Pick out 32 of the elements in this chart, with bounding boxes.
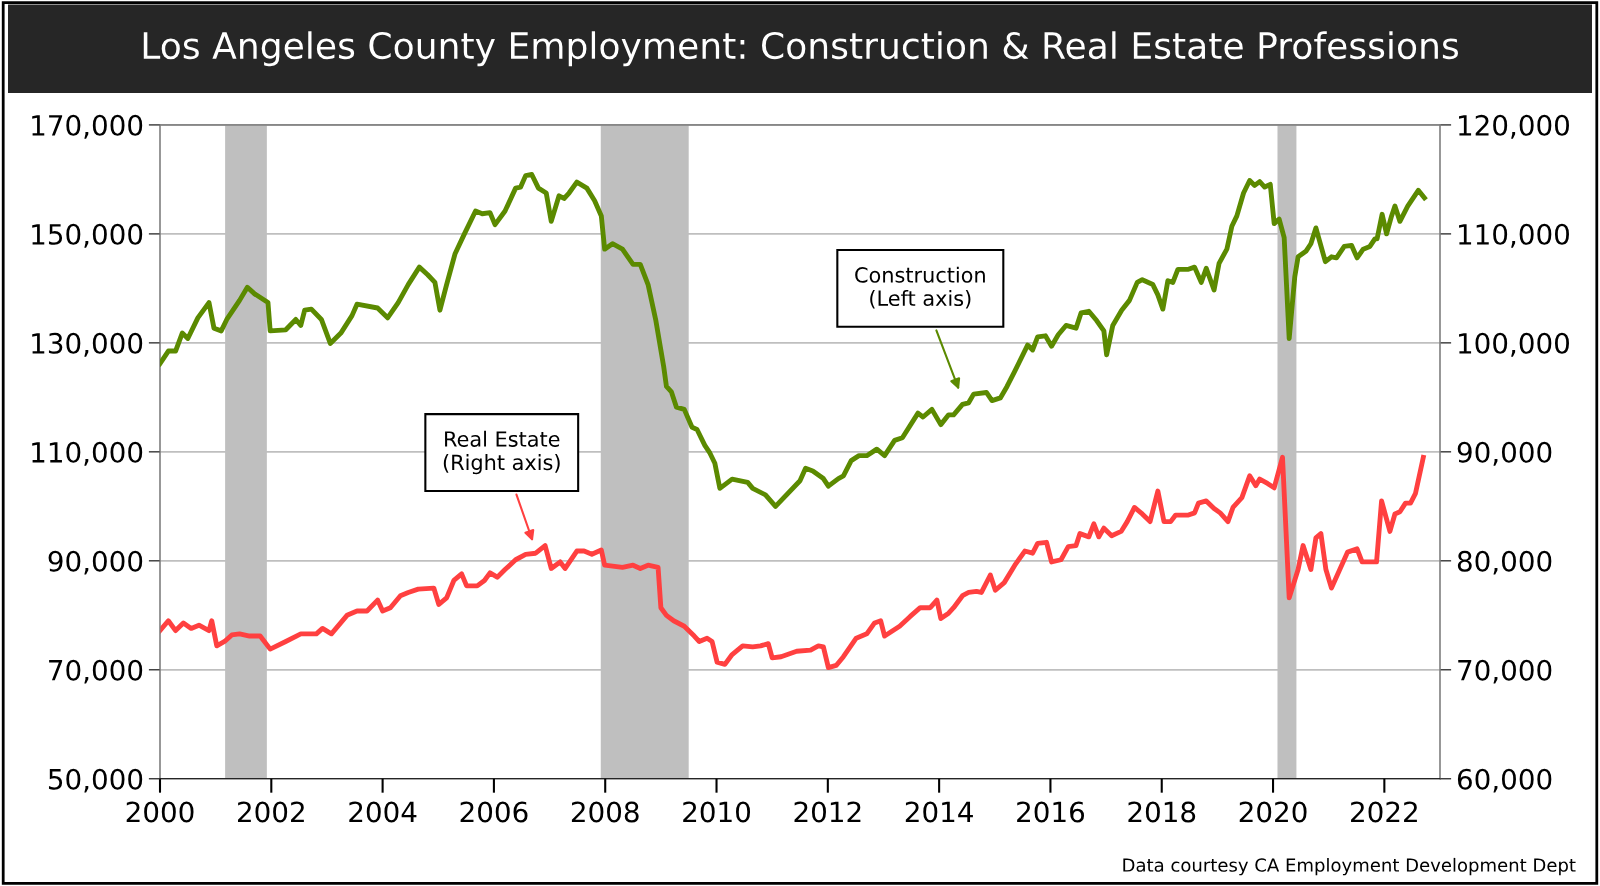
x-tick-label: 2004 bbox=[349, 801, 417, 823]
y2-tick-label: 120,000 bbox=[1459, 114, 1569, 139]
x-tick-label: 2012 bbox=[794, 801, 861, 823]
y-tick-label: 50,000 bbox=[48, 768, 143, 793]
text: Data courtesy CA Employment Development Dept bbox=[1123, 857, 1576, 876]
x-tick-label: 2008 bbox=[571, 801, 639, 823]
line-series bbox=[160, 454, 1426, 671]
x-tick-label: 2016 bbox=[1017, 801, 1085, 823]
y2-tick-label: 80,000 bbox=[1457, 550, 1552, 575]
annotation: Construction (Left axis) bbox=[855, 266, 985, 309]
x-tick-label: 2020 bbox=[1239, 801, 1307, 823]
chart-title: Los Angeles County Employment: Construction & Real Estate Professions bbox=[143, 31, 1459, 67]
y2-tick-label: 70,000 bbox=[1458, 659, 1552, 684]
y2-tick-label: 110,000 bbox=[1459, 223, 1569, 248]
x-tick-label: 2000 bbox=[126, 801, 194, 823]
x-tick-label: 2014 bbox=[905, 801, 973, 823]
y2-tick-label: 60,000 bbox=[1457, 768, 1552, 793]
y-tick-label: 130,000 bbox=[32, 332, 143, 357]
y2-tick-label: 90,000 bbox=[1457, 441, 1552, 466]
y-tick-label: 110,000 bbox=[32, 441, 143, 466]
y-tick-label: 170,000 bbox=[32, 114, 143, 139]
x-tick-label: 2018 bbox=[1128, 801, 1196, 823]
x-tick-label: 2002 bbox=[237, 801, 304, 823]
y-tick-label: 150,000 bbox=[32, 223, 143, 248]
x-tick-label: 2010 bbox=[683, 801, 751, 823]
y2-tick-label: 100,000 bbox=[1459, 332, 1569, 357]
line-series bbox=[160, 172, 1427, 509]
x-tick-label: 2006 bbox=[460, 801, 528, 823]
annotation: Real Estate (Right axis) bbox=[443, 430, 560, 475]
x-tick-label: 2022 bbox=[1351, 801, 1417, 823]
y-tick-label: 70,000 bbox=[49, 659, 143, 684]
y-tick-label: 90,000 bbox=[48, 550, 143, 575]
